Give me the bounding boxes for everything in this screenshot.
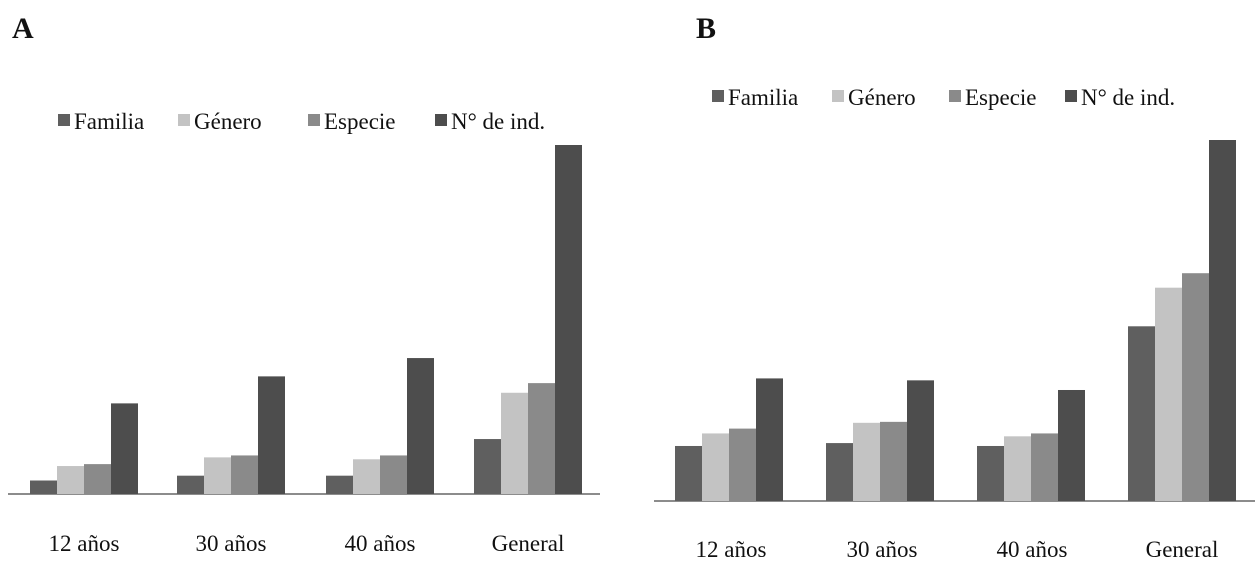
legend-swatch (1065, 90, 1077, 102)
panel-b: B Familia Género Especie N° de ind. 12 años 30… (654, 12, 1255, 562)
bar (474, 439, 501, 494)
panel-label: B (696, 12, 716, 45)
legend-swatch (949, 90, 961, 102)
bar (1209, 140, 1236, 501)
x-tick-label: 12 años (696, 537, 767, 562)
bar (729, 428, 756, 501)
x-tick-label: 30 años (847, 537, 918, 562)
bar (1128, 326, 1155, 501)
bar (756, 378, 783, 501)
legend-label: N° de ind. (451, 109, 545, 134)
bar (907, 380, 934, 501)
legend-swatch (178, 114, 190, 126)
legend-swatch (308, 114, 320, 126)
bar (977, 445, 1004, 501)
legend-label: Familia (728, 85, 798, 110)
panel-label: A (12, 12, 34, 45)
x-tick-label: 12 años (49, 531, 120, 556)
bar (177, 475, 204, 494)
bar (258, 376, 285, 494)
bar (702, 433, 729, 501)
bar (853, 422, 880, 501)
bar (675, 445, 702, 501)
x-tick-label: General (1146, 537, 1219, 562)
panel-a: A Familia Género Especie N° de ind. 12 años 30… (8, 12, 600, 556)
bar (204, 457, 231, 494)
legend-label: Familia (74, 109, 144, 134)
x-tick-label: General (492, 531, 565, 556)
legend-swatch (435, 114, 447, 126)
bar (353, 459, 380, 494)
x-tick-label: 40 años (345, 531, 416, 556)
bar (528, 383, 555, 494)
legend-label: Género (194, 109, 262, 134)
bar (111, 403, 138, 494)
bar (57, 466, 84, 494)
bar (407, 358, 434, 494)
legend-label: N° de ind. (1081, 85, 1175, 110)
legend-label: Género (848, 85, 916, 110)
legend-swatch (832, 90, 844, 102)
bar (326, 475, 353, 494)
bar (1031, 433, 1058, 501)
legend-label: Especie (965, 85, 1037, 110)
bar (880, 421, 907, 501)
bar (380, 455, 407, 494)
x-tick-label: 30 años (196, 531, 267, 556)
legend-swatch (58, 114, 70, 126)
bar (1004, 436, 1031, 501)
bar (30, 480, 57, 494)
bar (1155, 287, 1182, 501)
bar (826, 443, 853, 501)
bar (84, 464, 111, 494)
bar (1058, 389, 1085, 501)
legend-label: Especie (324, 109, 396, 134)
bar (555, 145, 582, 494)
bar (501, 392, 528, 494)
bar (1182, 273, 1209, 501)
bar (231, 455, 258, 494)
legend-swatch (712, 90, 724, 102)
x-tick-label: 40 años (997, 537, 1068, 562)
